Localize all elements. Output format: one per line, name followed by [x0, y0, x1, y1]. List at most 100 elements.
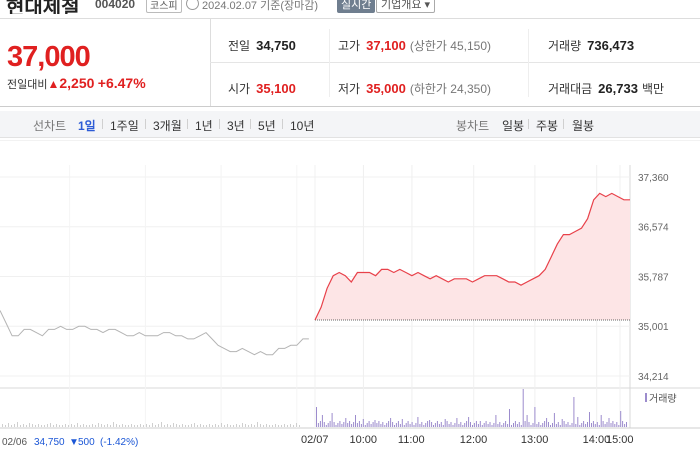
tab-1year[interactable]: 1년	[195, 119, 213, 133]
stock-code: 004020	[95, 0, 136, 11]
company-info-button[interactable]: 기업개요 ▾	[376, 0, 436, 13]
volume-bar	[131, 424, 132, 427]
volume-bar	[511, 425, 512, 427]
volume-bar	[335, 425, 337, 427]
tab-5year[interactable]: 5년	[258, 119, 276, 133]
tab-monthly-candle[interactable]: 월봉	[572, 119, 595, 133]
volume-bar	[485, 421, 487, 427]
volume-bar	[610, 423, 612, 427]
volume-bar	[351, 424, 353, 427]
volume-bar	[415, 423, 417, 427]
chevron-down-icon: ▾	[424, 0, 431, 11]
volume-bar	[499, 422, 501, 427]
volume-bar	[386, 423, 388, 427]
volume-bar	[421, 422, 423, 427]
volume-bar	[507, 424, 509, 427]
low-cell: 저가 35,000 (하한가 24,350)	[338, 81, 492, 96]
volume-bar	[164, 425, 165, 427]
volume-bar	[417, 417, 419, 427]
realtime-button[interactable]: 실시간	[337, 0, 376, 13]
volume-bar	[366, 423, 368, 427]
volume-bar	[407, 421, 409, 427]
volume-bar	[140, 424, 141, 427]
volume-bar	[606, 422, 608, 427]
volume-bar	[557, 422, 559, 427]
volume-bar	[329, 421, 331, 427]
volume-bar	[472, 425, 473, 427]
volume-bar	[577, 417, 579, 427]
volume-bar	[462, 425, 464, 427]
tab-weekly-candle[interactable]: 주봉	[536, 119, 559, 133]
line-chart-label: 선차트	[33, 119, 67, 133]
divider	[210, 62, 700, 63]
tab-3year[interactable]: 3년	[227, 119, 245, 133]
volume-bar	[518, 422, 520, 427]
volume-bar	[170, 425, 171, 427]
volume-bar	[368, 421, 370, 427]
volume-bar	[182, 424, 183, 427]
volume-bar	[483, 423, 485, 427]
volume-bar	[218, 425, 219, 427]
market-badge: 코스피	[146, 0, 182, 13]
volume-bar	[316, 407, 317, 427]
volume-bar	[399, 424, 401, 427]
volume-bar	[444, 419, 446, 427]
tab-3month[interactable]: 3개월	[153, 119, 182, 133]
volume-bar	[431, 422, 433, 427]
open-cell: 시가 35,100	[228, 81, 296, 96]
volume-bar	[83, 424, 84, 427]
tab-1day[interactable]: 1일	[78, 119, 96, 133]
volume-bar	[92, 424, 93, 427]
change-percent: +6.47%	[97, 75, 146, 91]
volume-bar	[468, 417, 470, 427]
volume-bar	[516, 424, 518, 427]
volume-bar	[362, 419, 364, 427]
volume-bar	[11, 425, 12, 427]
change-label: 전일대비	[7, 79, 48, 91]
volume-bar	[489, 422, 491, 427]
volume-bar	[544, 421, 546, 427]
today-line	[314, 192, 630, 321]
prev-day-info: 02/06 34,750 ▼ 500 (-1.42%)	[2, 437, 138, 448]
volume-bar	[475, 421, 477, 427]
volume-bar	[293, 425, 294, 427]
volume-bar	[50, 423, 51, 427]
tab-1week[interactable]: 1주일	[110, 119, 139, 133]
volume-bar	[528, 422, 530, 427]
volume-bar	[254, 425, 255, 427]
volume-bar	[185, 425, 186, 427]
volume-bar	[179, 425, 180, 427]
prev-day-percent: (-1.42%)	[100, 437, 138, 448]
volume-bar	[14, 424, 15, 427]
volume-bar	[95, 425, 96, 427]
volume-bar	[248, 425, 249, 427]
volume-bar	[245, 424, 246, 427]
x-tick-label: 10:00	[349, 434, 377, 446]
current-price: 37,000	[7, 41, 91, 73]
volume-bar	[524, 421, 526, 427]
volume-bar	[536, 424, 538, 427]
volume-bar	[191, 424, 192, 427]
volume-bar	[227, 424, 228, 427]
tab-daily-candle[interactable]: 일봉	[502, 119, 525, 133]
volume-bar	[143, 425, 144, 427]
volume-bar	[376, 423, 378, 427]
tab-10year[interactable]: 10년	[290, 119, 315, 133]
volume-bar	[35, 425, 36, 427]
volume-bar	[86, 425, 87, 427]
volume-bar	[513, 423, 514, 427]
amount-cell: 거래대금 26,733 백만	[548, 81, 665, 96]
volume-bar	[236, 424, 237, 427]
x-tick-label: 02/07	[301, 434, 329, 446]
volume-bar	[53, 425, 54, 427]
volume-bar	[152, 423, 153, 427]
volume-bar	[579, 425, 581, 427]
x-tick-label: 13:00	[521, 434, 549, 446]
volume-cell: 거래량 736,473	[548, 38, 635, 53]
volume-bar	[534, 407, 536, 427]
volume-bar	[8, 423, 9, 427]
volume-bar	[364, 425, 366, 427]
volume-bar	[98, 423, 99, 427]
volume-bar	[242, 423, 243, 427]
